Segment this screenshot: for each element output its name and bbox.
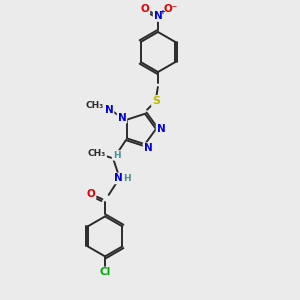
Text: N: N: [154, 11, 162, 21]
Text: +: +: [159, 9, 165, 15]
Text: O: O: [87, 189, 95, 200]
Text: N: N: [144, 143, 152, 153]
Text: N: N: [118, 112, 126, 123]
Text: H: H: [123, 174, 131, 183]
Text: S: S: [152, 96, 160, 106]
Text: N: N: [114, 173, 122, 183]
Text: Cl: Cl: [99, 267, 111, 278]
Text: N: N: [157, 124, 165, 134]
Text: N: N: [105, 105, 113, 115]
Text: CH₃: CH₃: [86, 101, 104, 110]
Text: O⁻: O⁻: [164, 4, 178, 14]
Text: H: H: [113, 151, 121, 160]
Text: O: O: [141, 4, 149, 14]
Text: CH₃: CH₃: [88, 149, 106, 158]
